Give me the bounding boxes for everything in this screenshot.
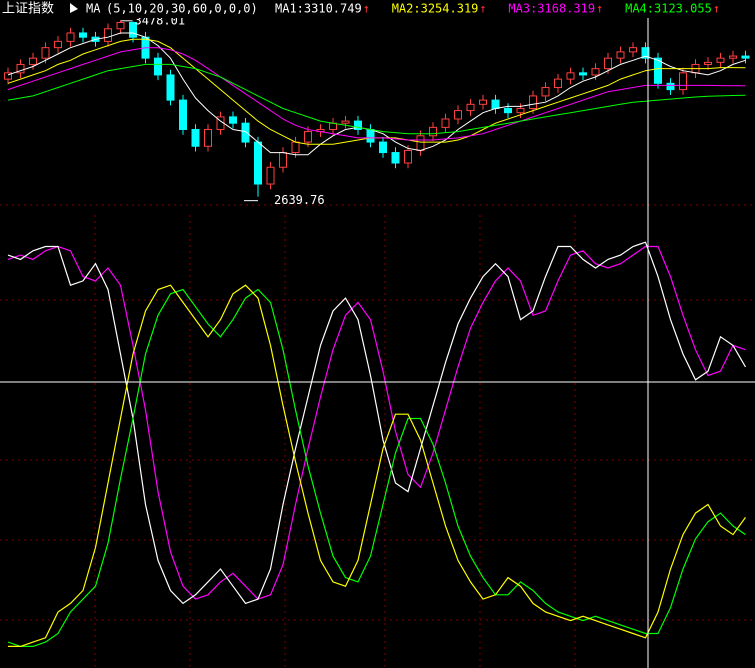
indicator-line <box>7 241 747 605</box>
candle-body <box>179 99 187 130</box>
legend-trend: ↑ <box>596 2 603 16</box>
candle-body <box>79 32 87 38</box>
candle-body <box>591 68 600 76</box>
candle-body <box>279 152 287 168</box>
legend-entry: MA1:3310.749 <box>275 2 362 16</box>
candle-body <box>354 120 362 130</box>
candle-body <box>716 57 725 63</box>
candle-body <box>391 152 400 164</box>
candle-body <box>329 122 337 130</box>
candle-body <box>54 40 62 49</box>
candle-body <box>204 128 212 147</box>
candle-body <box>379 141 387 154</box>
candle-body <box>629 47 637 53</box>
candle-body <box>741 55 750 59</box>
candle-body <box>416 135 425 151</box>
indicator-line <box>7 288 746 647</box>
candle-body <box>404 149 412 164</box>
chart-title: 上证指数 <box>2 2 54 17</box>
candle-body <box>266 166 275 185</box>
candle-body <box>566 72 575 80</box>
candle-body <box>704 61 712 65</box>
candle-body <box>641 47 650 59</box>
legend-trend: ↑ <box>479 2 486 16</box>
header: 上证指数 MA (5,10,20,30,60,0,0,0) MA1:3310.7… <box>0 0 755 18</box>
candle-body <box>466 103 475 112</box>
legend-entry: MA2:3254.319 <box>392 2 479 16</box>
legend-trend: ↑ <box>713 2 720 16</box>
header-background <box>0 0 755 18</box>
candle-body <box>254 141 262 185</box>
candle-body <box>191 128 200 147</box>
candle-body <box>504 108 512 114</box>
legend-entry: MA3:3168.319 <box>508 2 595 16</box>
candle-body <box>616 51 625 59</box>
candle-body <box>516 108 525 114</box>
candle-body <box>129 21 137 38</box>
candle-body <box>541 87 550 97</box>
legend-trend: ↑ <box>363 2 370 16</box>
low-label: 2639.76 <box>274 193 325 207</box>
candle-body <box>654 57 662 84</box>
candle-body <box>16 63 25 74</box>
legend-entry: MA4:3123.055 <box>625 2 712 16</box>
candle-body <box>4 72 12 80</box>
candle-body <box>479 99 487 105</box>
candle-body <box>604 57 612 70</box>
candle-body <box>679 72 687 91</box>
candle-body <box>66 32 75 42</box>
candle-body <box>441 118 450 128</box>
candle-body <box>554 78 562 89</box>
candle-body <box>229 116 237 124</box>
indicator-line <box>7 245 746 600</box>
candle-body <box>291 141 300 154</box>
candle-body <box>366 128 375 143</box>
candle-body <box>429 126 437 137</box>
candle-body <box>104 28 112 42</box>
candle-body <box>116 21 125 30</box>
candle-body <box>166 74 175 101</box>
candle-body <box>154 57 162 76</box>
ma-line <box>7 32 746 156</box>
candle-body <box>666 82 675 91</box>
candle-body <box>491 99 500 109</box>
ma-line <box>7 63 746 135</box>
candle-body <box>529 95 537 109</box>
candle-body <box>729 55 737 59</box>
candle-body <box>579 72 587 76</box>
indicator-name: MA <box>86 2 101 16</box>
candle-body <box>454 110 462 120</box>
indicator-params: (5,10,20,30,60,0,0,0) <box>106 2 258 16</box>
indicator-line <box>8 284 746 647</box>
candle-body <box>304 131 312 143</box>
candle-body <box>341 120 350 124</box>
candle-body <box>29 57 37 65</box>
menu-pointer <box>70 3 78 13</box>
ma-line <box>7 47 746 141</box>
candle-body <box>241 122 250 143</box>
candle-body <box>41 47 50 59</box>
